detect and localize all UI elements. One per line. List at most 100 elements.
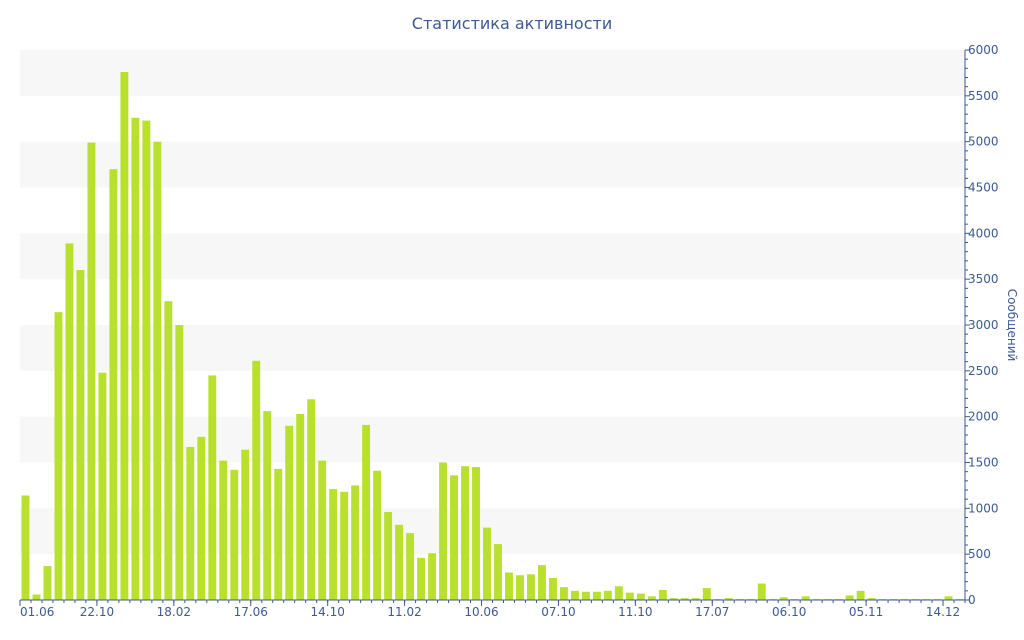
bar [757, 583, 766, 600]
y-tick-label: 4500 [968, 181, 999, 195]
x-axis: 01.06 22.10 18.02 17.06 14.10 11.02 10.06 07.10… [19, 599, 966, 619]
bar [43, 566, 52, 600]
bar [625, 592, 634, 600]
bar [164, 301, 173, 600]
x-tick-label: 17.06 [234, 605, 268, 619]
y-tick-label: 3500 [968, 272, 999, 286]
x-tick-label: 22.10 [80, 605, 114, 619]
bar [241, 449, 250, 600]
bar [54, 312, 63, 600]
bar [494, 544, 502, 600]
bar [461, 466, 469, 600]
bar [669, 598, 678, 600]
bar [867, 598, 876, 600]
bar [779, 597, 788, 600]
bar [274, 468, 283, 600]
bar [153, 141, 162, 600]
bar [219, 460, 228, 600]
bars [21, 72, 964, 601]
bar [21, 495, 30, 600]
bar [944, 596, 953, 600]
bar [65, 243, 74, 600]
bar [801, 596, 810, 600]
bar [592, 591, 601, 600]
x-tick-label: 01.06 [20, 605, 54, 619]
x-tick-label: 06.10 [772, 605, 806, 619]
bar [658, 589, 667, 600]
grid-band [20, 141, 965, 188]
x-tick-label: 14.12 [926, 605, 960, 619]
y-tick-label: 2500 [968, 364, 999, 378]
bar [483, 527, 491, 600]
bar [263, 411, 272, 600]
bar [76, 270, 85, 600]
bar [362, 424, 371, 600]
bar [285, 425, 294, 600]
bar [527, 574, 535, 600]
bar [516, 575, 524, 600]
x-tick-label: 14.10 [310, 605, 344, 619]
bar [307, 399, 316, 600]
bar [230, 469, 239, 600]
bar [296, 413, 305, 600]
bar [318, 460, 327, 600]
bar [647, 596, 656, 600]
x-tick-label: 10.06 [464, 605, 498, 619]
grid-band [20, 50, 965, 96]
bar [603, 590, 612, 600]
bar [373, 470, 382, 600]
bar [505, 572, 513, 600]
y-axis-label: Сообщений [1005, 288, 1019, 362]
y-axis: 0 500 1000 1500 2000 2500 3000 3500 4000 4500 5000… [964, 43, 999, 607]
bar [406, 533, 415, 600]
grid-band [20, 325, 965, 371]
bar [98, 372, 107, 600]
bar [87, 142, 96, 601]
y-tick-label: 5000 [968, 135, 999, 149]
x-tick-label: 11.02 [387, 605, 421, 619]
bar [131, 117, 140, 600]
y-tick-label: 1500 [968, 456, 999, 470]
x-tick-label: 11.10 [618, 605, 652, 619]
grid-bands [20, 50, 965, 555]
y-tick-label: 5500 [968, 89, 999, 103]
grid-band [20, 508, 965, 555]
y-tick-label: 1000 [968, 501, 999, 515]
grid-band [20, 233, 965, 280]
y-tick-label: 6000 [968, 43, 999, 57]
bar [472, 467, 480, 600]
bar [186, 446, 195, 600]
bar [570, 590, 579, 600]
bar [351, 485, 360, 600]
bar [845, 595, 854, 600]
x-tick-label: 05.11 [849, 605, 883, 619]
bar [702, 588, 711, 600]
bar [581, 591, 590, 600]
bar [384, 512, 393, 600]
x-tick-label: 18.02 [157, 605, 191, 619]
x-tick-label: 07.10 [541, 605, 575, 619]
grid-band [20, 416, 965, 463]
bar [32, 594, 41, 600]
bar [109, 169, 118, 600]
bar [614, 586, 623, 600]
bar [559, 587, 568, 600]
bar [537, 565, 546, 600]
bar [548, 578, 557, 600]
bar [252, 360, 261, 600]
bar [680, 598, 689, 600]
x-tick-label: 17.07 [695, 605, 729, 619]
bar [142, 120, 151, 600]
bar [428, 553, 437, 600]
y-tick-label: 2000 [968, 410, 999, 424]
y-tick-label: 500 [968, 547, 991, 561]
bar [120, 72, 129, 600]
bar [208, 375, 217, 600]
bar [329, 489, 338, 600]
y-tick-label: 3000 [968, 318, 999, 332]
bar [856, 590, 865, 600]
y-tick-label: 4000 [968, 226, 999, 240]
bar [340, 491, 349, 600]
chart-title: Статистика активности [411, 14, 613, 33]
bar [636, 593, 645, 600]
